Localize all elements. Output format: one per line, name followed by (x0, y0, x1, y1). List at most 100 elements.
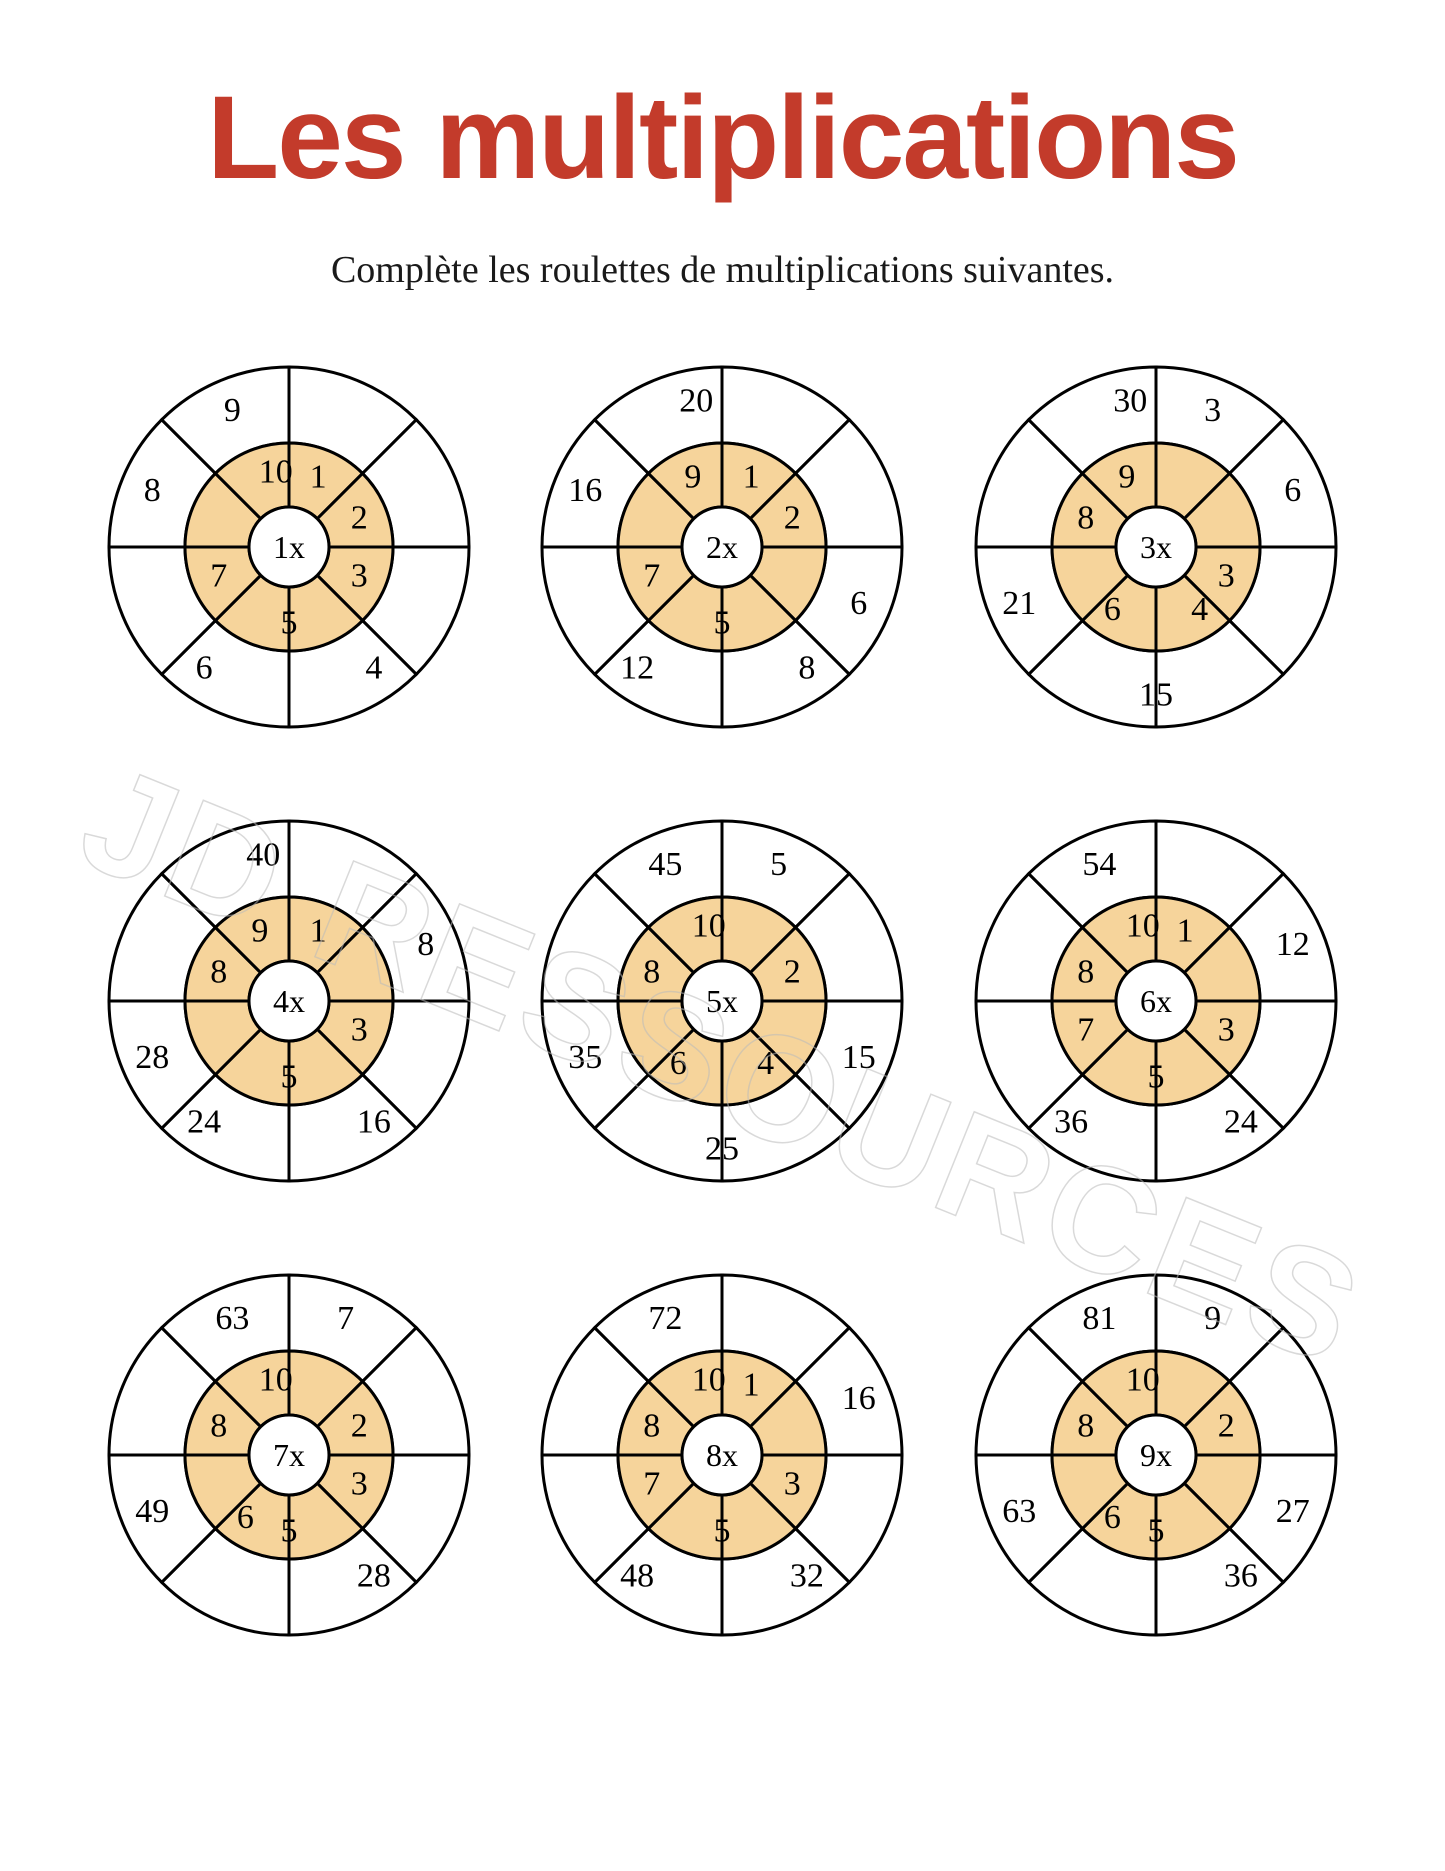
outer-label: 3 (1204, 392, 1221, 429)
inner-label: 4 (1191, 591, 1208, 628)
inner-label: 2 (1218, 1407, 1235, 1444)
inner-label: 8 (1077, 1407, 1094, 1444)
outer-label: 20 (680, 383, 714, 420)
inner-label: 8 (1077, 499, 1094, 536)
outer-label: 6 (196, 650, 213, 687)
inner-label: 8 (644, 953, 661, 990)
inner-label: 6 (1104, 1499, 1121, 1536)
outer-label: 30 (1113, 383, 1147, 420)
outer-label: 63 (1002, 1493, 1036, 1530)
inner-label: 5 (281, 1059, 298, 1096)
inner-label: 8 (210, 1407, 227, 1444)
inner-label: 4 (758, 1045, 775, 1082)
inner-label: 1 (743, 1366, 760, 1403)
wheel-2x: 2x1257968121620 (537, 362, 907, 732)
inner-label: 2 (784, 499, 801, 536)
inner-label: 8 (1077, 953, 1094, 990)
inner-label: 7 (210, 558, 227, 595)
inner-label: 5 (1147, 1059, 1164, 1096)
inner-label: 5 (1147, 1513, 1164, 1550)
outer-label: 24 (1224, 1104, 1258, 1141)
hub-label: 5x (706, 983, 738, 1019)
inner-label: 10 (1126, 908, 1160, 945)
inner-label: 3 (351, 558, 368, 595)
wheel-1x: 1x12357104689 (104, 362, 474, 732)
inner-label: 9 (252, 912, 269, 949)
outer-label: 6 (851, 585, 868, 622)
hub-label: 6x (1140, 983, 1172, 1019)
inner-label: 5 (281, 605, 298, 642)
inner-label: 8 (644, 1407, 661, 1444)
outer-label: 12 (621, 650, 655, 687)
inner-label: 7 (644, 558, 661, 595)
hub-label: 7x (273, 1437, 305, 1473)
outer-label: 36 (1054, 1104, 1088, 1141)
hub-label: 1x (273, 529, 305, 565)
page-subtitle: Complète les roulettes de multiplication… (0, 248, 1445, 292)
wheel-4x: 4x13589816242840 (104, 816, 474, 1186)
inner-label: 5 (714, 1513, 731, 1550)
outer-label: 40 (246, 837, 280, 874)
inner-label: 2 (351, 499, 368, 536)
outer-label: 49 (135, 1493, 169, 1530)
inner-label: 10 (692, 908, 726, 945)
outer-label: 25 (705, 1131, 739, 1168)
wheel-8x: 8x135781016324872 (537, 1270, 907, 1640)
inner-label: 10 (692, 1362, 726, 1399)
outer-label: 8 (417, 926, 434, 963)
outer-label: 63 (216, 1300, 250, 1337)
hub-label: 8x (706, 1437, 738, 1473)
outer-label: 8 (144, 472, 161, 509)
hub-label: 3x (1140, 529, 1172, 565)
wheel-3x: 3x3468936152130 (971, 362, 1341, 732)
outer-label: 28 (357, 1558, 391, 1595)
inner-label: 9 (1118, 458, 1135, 495)
inner-label: 3 (351, 1466, 368, 1503)
outer-label: 8 (799, 650, 816, 687)
hub-label: 9x (1140, 1437, 1172, 1473)
inner-label: 5 (281, 1513, 298, 1550)
outer-label: 35 (569, 1039, 603, 1076)
outer-label: 81 (1082, 1300, 1116, 1337)
inner-label: 7 (1077, 1012, 1094, 1049)
inner-label: 3 (784, 1466, 801, 1503)
page-title: Les multiplications (0, 70, 1445, 206)
hub-label: 2x (706, 529, 738, 565)
wheel-grid: 1x123571046892x12579681216203x3468936152… (103, 362, 1343, 1640)
inner-label: 3 (351, 1012, 368, 1049)
wheel-6x: 6x1 3 5 7 8 10 12 24 36 54 (971, 816, 1341, 1186)
outer-label: 6 (1284, 472, 1301, 509)
wheel-7x: 7x 2 3 56 8 10 7 28 49 63 (104, 1270, 474, 1640)
inner-label: 3 (1218, 1012, 1235, 1049)
hub-label: 4x (273, 983, 305, 1019)
outer-label: 9 (224, 392, 241, 429)
outer-label: 36 (1224, 1558, 1258, 1595)
outer-label: 54 (1082, 846, 1116, 883)
inner-label: 6 (1104, 591, 1121, 628)
inner-label: 7 (644, 1466, 661, 1503)
wheel-5x: 5x246810515253545 (537, 816, 907, 1186)
outer-label: 16 (842, 1380, 876, 1417)
inner-label: 3 (1218, 558, 1235, 595)
inner-label: 1 (743, 458, 760, 495)
outer-label: 7 (337, 1300, 354, 1337)
inner-label: 8 (210, 953, 227, 990)
outer-label: 5 (771, 846, 788, 883)
outer-label: 27 (1276, 1493, 1310, 1530)
outer-label: 45 (649, 846, 683, 883)
outer-label: 15 (1139, 677, 1173, 714)
wheel-9x: 9x256810927366381 (971, 1270, 1341, 1640)
outer-label: 15 (842, 1039, 876, 1076)
outer-label: 12 (1276, 926, 1310, 963)
inner-label: 10 (259, 1362, 293, 1399)
inner-label: 5 (714, 605, 731, 642)
inner-label: 6 (237, 1499, 254, 1536)
inner-label: 1 (1176, 912, 1193, 949)
inner-label: 2 (351, 1407, 368, 1444)
outer-label: 4 (366, 650, 383, 687)
inner-label: 1 (310, 912, 327, 949)
outer-label: 72 (649, 1300, 683, 1337)
outer-label: 16 (569, 472, 603, 509)
outer-label: 48 (621, 1558, 655, 1595)
inner-label: 1 (310, 458, 327, 495)
